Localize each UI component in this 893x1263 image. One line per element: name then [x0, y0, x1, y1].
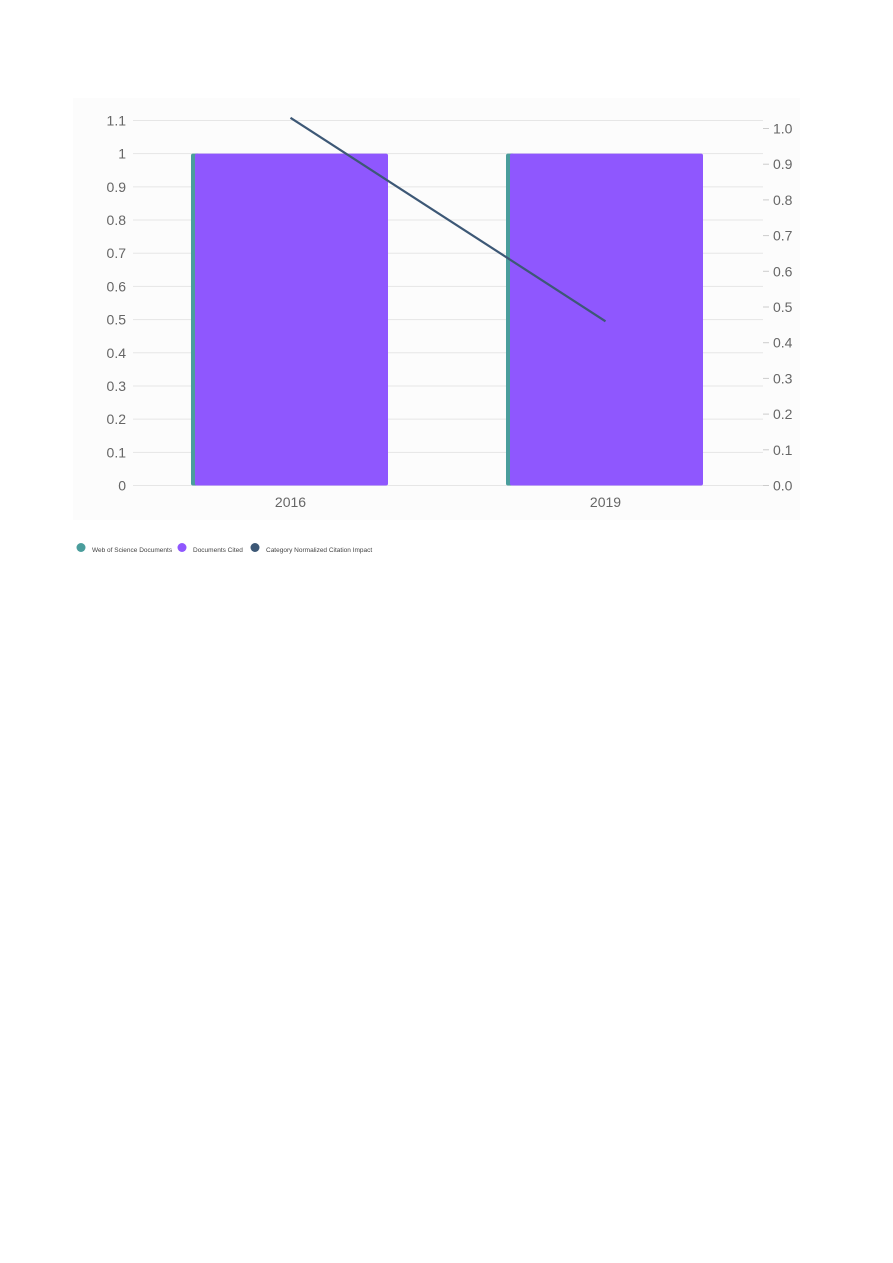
left-tick-label: 0	[118, 478, 126, 494]
bars	[191, 153, 703, 486]
legend-label[interactable]: Documents Cited	[193, 547, 243, 554]
left-tick-label: 0.8	[107, 212, 127, 228]
bar-documents-cited[interactable]	[195, 153, 388, 486]
left-tick-label: 0.5	[107, 312, 127, 328]
bar-documents-cited[interactable]	[510, 153, 703, 486]
right-tick-label: 0.1	[773, 442, 793, 458]
legend-label[interactable]: Category Normalized Citation Impact	[266, 547, 372, 554]
legend-swatch[interactable]	[250, 543, 260, 552]
right-tick-label: 0.0	[773, 478, 793, 494]
left-tick-label: 0.6	[107, 278, 127, 294]
right-tick-label: 1.0	[773, 121, 793, 137]
legend-label[interactable]: Web of Science Documents	[92, 547, 173, 554]
left-tick-label: 0.9	[107, 179, 127, 195]
left-tick-label: 0.2	[107, 411, 127, 427]
right-tick-label: 0.5	[773, 299, 793, 315]
right-tick-label: 0.6	[773, 263, 793, 279]
impact-line	[289, 116, 607, 323]
combo-chart: 00.10.20.30.40.50.60.70.80.911.1 0.00.10…	[76, 113, 793, 554]
left-tick-label: 1.1	[107, 113, 127, 129]
left-tick-label: 0.4	[107, 345, 127, 361]
left-tick-label: 1	[118, 146, 126, 162]
right-tick-label: 0.9	[773, 156, 793, 172]
right-tick-label: 0.4	[773, 335, 793, 351]
x-tick-label: 2016	[275, 494, 306, 510]
left-y-axis: 0 0.1 0.2 0.3 0.4 0.5 0.6 0.7 0.8 0.9 1 1.1	[107, 113, 127, 494]
legend-swatch[interactable]	[177, 543, 187, 552]
left-tick-label: 0.7	[107, 245, 127, 261]
right-tick-label: 0.7	[773, 228, 793, 244]
right-tick-label: 0.3	[773, 370, 793, 386]
legend-swatch[interactable]	[76, 543, 86, 552]
line-category-normalized-citation-impact[interactable]	[289, 116, 607, 323]
x-axis: 2016 2019	[275, 494, 621, 510]
left-tick-label: 0.1	[107, 444, 127, 460]
right-y-axis: 0.0 0.1 0.2 0.3 0.4 0.5 0.6 0.7 0.8 0.9 1.0	[763, 121, 793, 494]
x-tick-label: 2019	[590, 494, 621, 510]
left-tick-label: 0.3	[107, 378, 127, 394]
legend[interactable]: Web of Science Documents Documents Cited C…	[76, 543, 373, 554]
right-tick-label: 0.8	[773, 192, 793, 208]
right-tick-label: 0.2	[773, 406, 793, 422]
